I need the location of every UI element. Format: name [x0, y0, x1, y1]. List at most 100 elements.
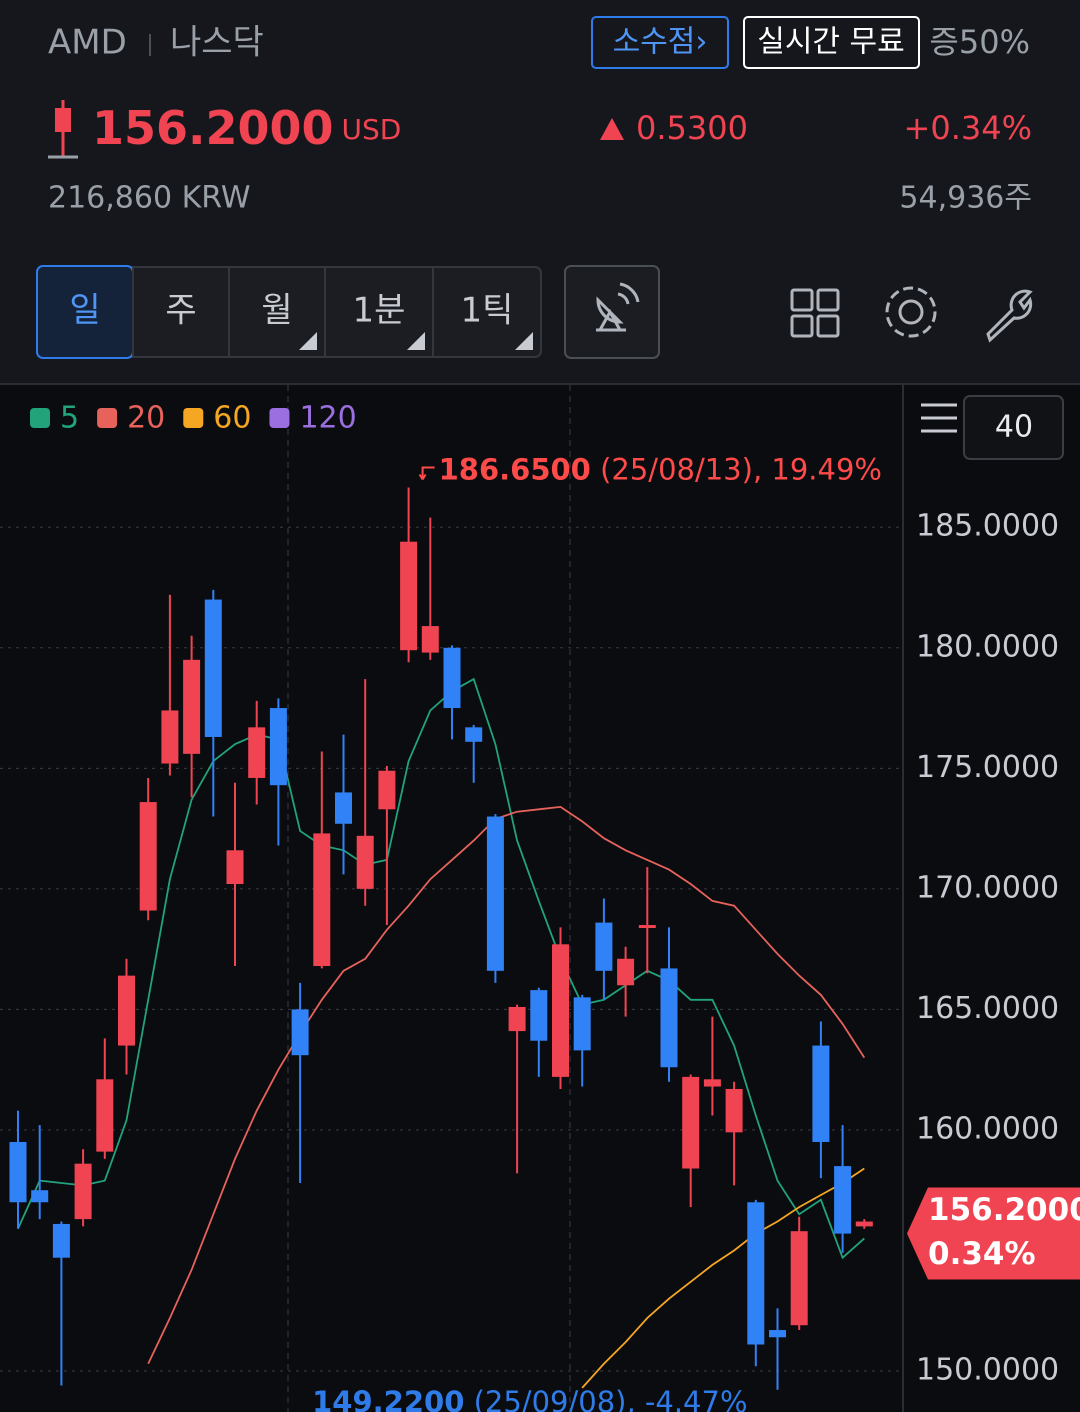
- price-tag-change: 0.34%: [928, 1236, 1036, 1272]
- candle-body: [139, 802, 157, 911]
- candle-body: [400, 541, 418, 651]
- legend-label: 20: [127, 401, 165, 436]
- legend-swatch: [269, 408, 290, 428]
- volume: 54,936주: [899, 181, 1032, 216]
- dish: [596, 296, 626, 332]
- symbol: AMD: [48, 23, 127, 63]
- ma-line: [147, 805, 866, 1365]
- candle-body: [638, 925, 656, 929]
- low-annotation: 149.2200 (25/09/08), -4.47%: [312, 1385, 747, 1412]
- fraction-button[interactable]: [591, 16, 729, 69]
- change: 0.5300: [636, 109, 748, 147]
- y-tick-label: 150.0000: [916, 1353, 1059, 1388]
- candle-body: [790, 1231, 808, 1326]
- price-tag: 156.2000 0.34%: [907, 1187, 1080, 1280]
- legend-swatch: [97, 408, 118, 428]
- candle-body: [335, 792, 352, 824]
- high-detail: (25/08/13), 19.49%: [591, 452, 882, 486]
- realtime-button[interactable]: [743, 16, 920, 69]
- price: 156.2000 USD: [92, 101, 401, 155]
- candle-body: [573, 997, 591, 1051]
- up-arrow: [600, 118, 624, 140]
- candle-body: [552, 944, 569, 1077]
- candle-body: [74, 1163, 92, 1220]
- candle-body: [725, 1088, 743, 1133]
- candle-body: [834, 1166, 852, 1234]
- tab-label[interactable]: 1분: [353, 291, 406, 331]
- candle-body: [291, 1009, 309, 1056]
- tab-dropdown: [407, 332, 425, 350]
- candle-body: [52, 1223, 70, 1258]
- candle-body: [226, 850, 244, 885]
- legend-label: 120: [299, 401, 356, 436]
- candle-body: [769, 1330, 786, 1338]
- currency: USD: [342, 113, 402, 146]
- y-tick-label: 180.0000: [916, 629, 1059, 664]
- ma-line: [17, 677, 865, 1260]
- candle-body: [378, 770, 396, 810]
- y-tick-label: 170.0000: [916, 870, 1059, 905]
- candle-body: [595, 922, 613, 971]
- legend-swatch: [30, 408, 50, 428]
- candle-body: [703, 1079, 721, 1087]
- candle-body: [313, 833, 331, 967]
- y-tick-label: 185.0000: [916, 509, 1059, 544]
- settings-icon[interactable]: [885, 286, 937, 338]
- layout-icon[interactable]: [790, 288, 840, 338]
- menu-icon[interactable]: [921, 403, 957, 433]
- tab-label[interactable]: 일: [69, 291, 100, 331]
- tab-label[interactable]: 주: [165, 291, 196, 331]
- tab-label[interactable]: 월: [261, 291, 292, 331]
- high-price: 186.6500: [439, 452, 591, 486]
- candle-body: [269, 708, 287, 786]
- candle-body: [855, 1221, 873, 1227]
- low-price: 149.2200: [312, 1385, 464, 1412]
- realtime-label[interactable]: 실시간 무료: [757, 25, 905, 60]
- y-tick-label: 160.0000: [916, 1111, 1059, 1146]
- low-detail: (25/09/08), -4.47%: [464, 1385, 747, 1412]
- candle-body: [660, 968, 678, 1068]
- high-pointer: [418, 466, 435, 480]
- exchange: 나스닥: [170, 23, 264, 63]
- candle-body: [486, 816, 504, 971]
- grid: 150.0000 160.0000 165.0000 170.0000 175.0000…: [0, 509, 1059, 1388]
- legend-label: 60: [213, 401, 251, 436]
- price-tag-bg: [907, 1187, 1080, 1280]
- candle-body: [465, 727, 483, 742]
- candle-body: [118, 975, 135, 1046]
- high-annotation: 186.6500 (25/08/13), 19.49%: [439, 452, 882, 486]
- price-value: 156.2000: [92, 101, 334, 155]
- candle-body: [747, 1202, 765, 1345]
- legend: 5 20 60 120: [30, 401, 357, 436]
- legend-swatch: [183, 408, 204, 428]
- candle-body: [248, 727, 266, 778]
- tab-label[interactable]: 1틱: [461, 291, 514, 331]
- chart-bg: [0, 385, 1080, 1412]
- count-input[interactable]: [963, 395, 1064, 460]
- price-krw: 216,860 KRW: [48, 181, 251, 216]
- candle-body: [204, 599, 222, 737]
- fraction-label[interactable]: 소수점›: [613, 25, 708, 60]
- candle-body: [183, 659, 201, 754]
- price-icon: [55, 108, 71, 132]
- tab-dropdown: [515, 332, 533, 350]
- candle-body: [682, 1076, 700, 1169]
- candle-body: [9, 1141, 27, 1203]
- margin: 증50%: [929, 23, 1030, 61]
- candle-body: [31, 1190, 49, 1203]
- change-percent: +0.34%: [904, 109, 1032, 147]
- price-tag-price: 156.2000: [928, 1192, 1080, 1228]
- candle-body: [617, 958, 635, 986]
- candle-body: [530, 990, 548, 1041]
- waves: [617, 282, 640, 305]
- count-value[interactable]: 40: [995, 410, 1033, 445]
- candle-body: [443, 647, 461, 709]
- candle-body: [96, 1079, 114, 1152]
- y-tick-label: 175.0000: [916, 750, 1059, 785]
- candles: [9, 487, 873, 1390]
- tools-icon[interactable]: [986, 289, 1033, 343]
- tab-dropdown: [299, 332, 317, 350]
- tabs: 일 주 월 1분 1틱: [36, 265, 533, 359]
- legend-label: 5: [60, 401, 79, 436]
